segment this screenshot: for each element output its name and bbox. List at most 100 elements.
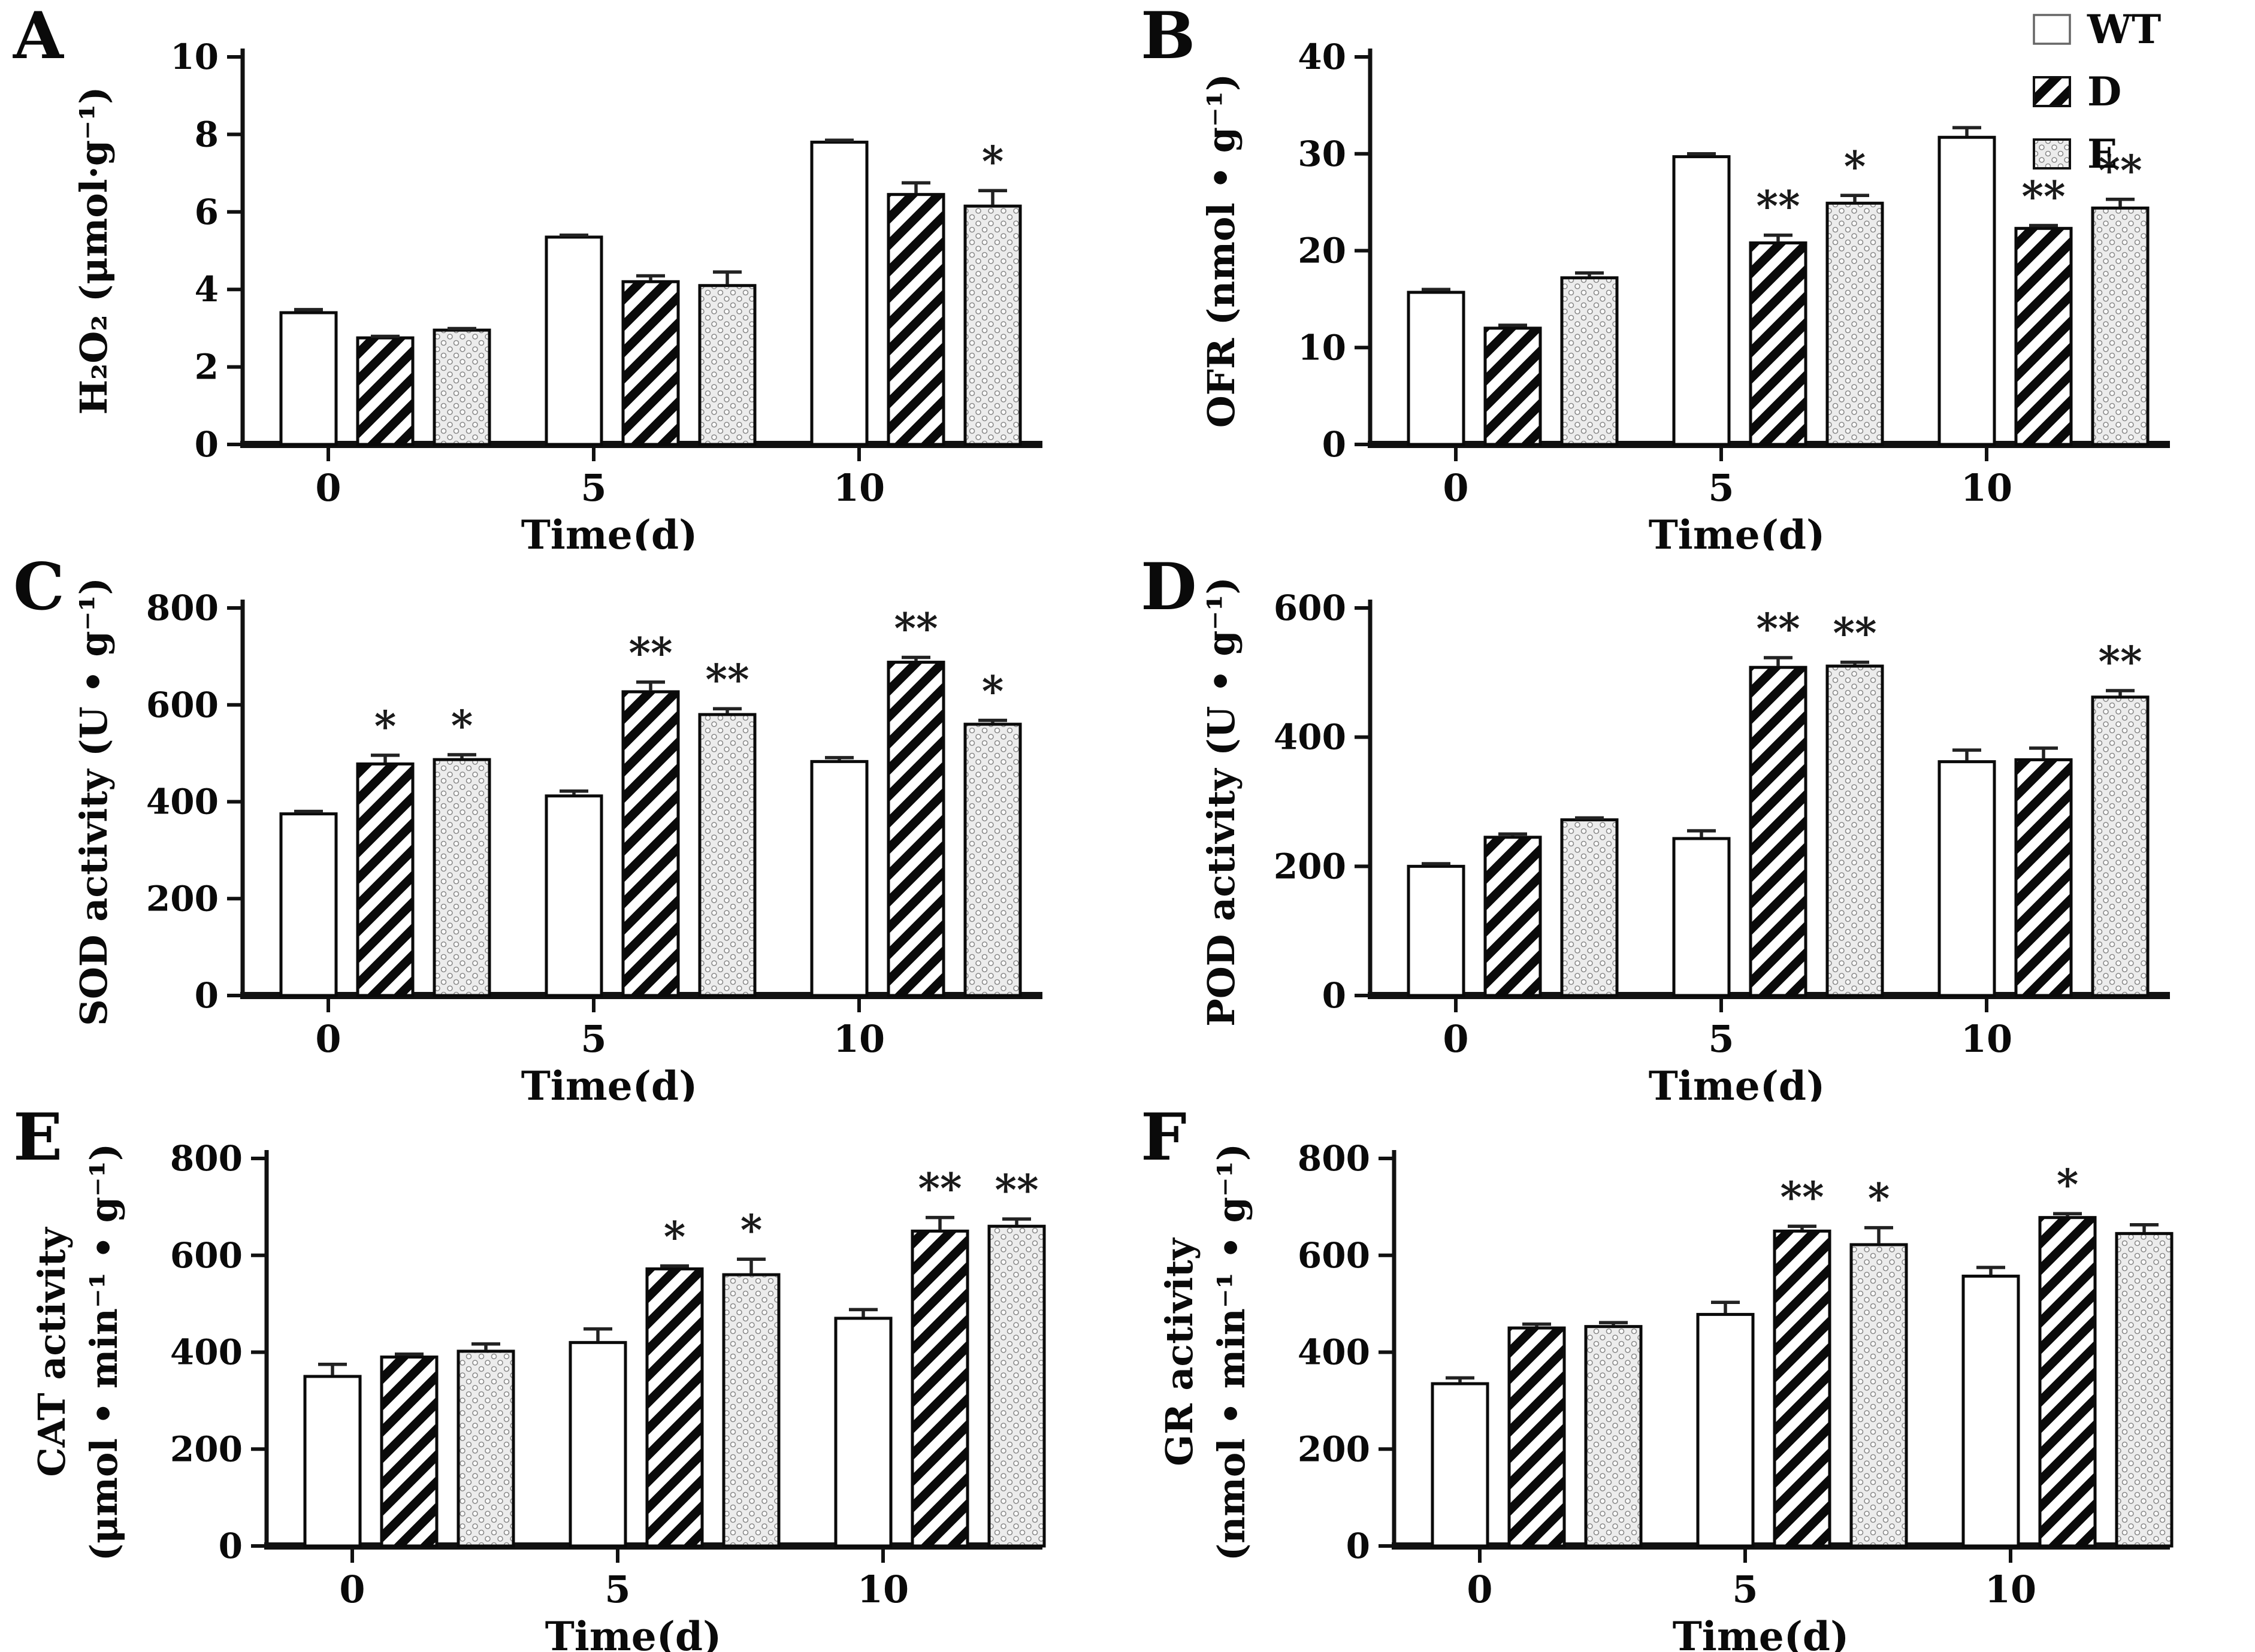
bar-e [698, 713, 757, 997]
y-tick-label: 0 [1346, 1526, 1370, 1566]
panel-b: B 0 10 20 30 40 OFR (nmol • g⁻¹) 0 5 ** * 10 ** ** Ti… [1128, 0, 2255, 550]
significance-marker: * [451, 701, 473, 751]
legend-swatch-wt-icon [2033, 14, 2071, 45]
y-tick-label: 400 [1274, 717, 1346, 758]
y-tick-label: 400 [146, 782, 219, 822]
y-axis-title: H₂O₂ (μmol·g⁻¹) [72, 87, 116, 415]
y-tick-label: 6 [195, 192, 219, 232]
legend-swatch-rect [2033, 14, 2071, 45]
bar-d [1483, 836, 1542, 997]
legend-label-e: E [2087, 131, 2118, 177]
bar-d [645, 1267, 704, 1548]
y-axis-title: POD activity (U • g⁻¹) [1199, 577, 1243, 1027]
panel-f: F 0 200 400 600 800 GR activity (nmol • min⁻¹ … [1128, 1102, 2255, 1652]
y-tick-label: 600 [1298, 1235, 1370, 1276]
bar-wt [279, 812, 338, 997]
legend-swatch-rect [2033, 76, 2071, 107]
significance-marker: * [2057, 1160, 2079, 1209]
significance-marker: * [1844, 141, 1866, 191]
legend-swatch-e-icon [2033, 138, 2071, 170]
bar-d [1773, 1229, 1831, 1548]
bar-wt [279, 311, 338, 446]
x-tick-label: 10 [1985, 1568, 2036, 1611]
legend-swatch-d-icon [2033, 76, 2071, 107]
y-axis-title: SOD activity (U • g⁻¹) [72, 577, 116, 1026]
bar-e [1825, 664, 1884, 997]
y-tick-label: 0 [219, 1526, 243, 1566]
x-tick-label: 5 [581, 1017, 606, 1061]
x-tick-label: 10 [1961, 1017, 2012, 1061]
x-tick-label: 10 [1961, 466, 2012, 510]
bar-d [1749, 241, 1807, 446]
x-tick-label: 5 [604, 1568, 630, 1611]
y-tick-label: 800 [170, 1138, 243, 1179]
bar-d [1507, 1326, 1566, 1548]
y-tick-label: 20 [1298, 231, 1346, 271]
significance-marker: * [664, 1212, 686, 1262]
x-axis-title: Time(d) [1649, 512, 1825, 550]
bar-e [457, 1350, 515, 1548]
panel-letter-a: A [13, 0, 64, 74]
significance-marker: ** [918, 1164, 962, 1214]
y-axis-title: OFR (nmol • g⁻¹) [1199, 74, 1243, 428]
bar-d [621, 690, 680, 997]
bar-e [2115, 1232, 2174, 1548]
x-axis-title: Time(d) [1673, 1613, 1849, 1652]
legend-item-d: D [2032, 72, 2161, 111]
significance-marker: ** [1756, 604, 1800, 653]
bar-d [1749, 665, 1807, 997]
panel-letter-f: F [1141, 1100, 1187, 1175]
y-tick-label: 600 [170, 1235, 243, 1276]
significance-marker: ** [1833, 609, 1876, 658]
bar-wt [1672, 155, 1731, 446]
y-tick-label: 200 [1274, 846, 1346, 886]
bar-e [1584, 1325, 1643, 1548]
x-axis-title: Time(d) [521, 1063, 698, 1102]
significance-marker: * [1868, 1174, 1890, 1224]
bar-d [356, 336, 415, 446]
panel-c: C 0 200 400 600 800 SOD activity (U • g⁻¹) 0 * *… [0, 551, 1128, 1102]
significance-marker: ** [705, 655, 749, 704]
y-tick-label: 200 [170, 1429, 243, 1469]
x-tick-label: 0 [315, 1017, 341, 1061]
y-tick-label: 800 [146, 588, 219, 628]
x-axis-title: Time(d) [545, 1613, 722, 1652]
bar-e [698, 284, 757, 446]
y-tick-label: 600 [1274, 588, 1346, 628]
y-tick-label: 0 [195, 424, 219, 465]
bar-wt [1696, 1312, 1755, 1548]
bar-e [722, 1273, 781, 1548]
bar-wt [303, 1375, 362, 1548]
significance-marker: * [374, 701, 397, 751]
significance-marker: ** [1756, 181, 1800, 231]
significance-marker: ** [1780, 1172, 1824, 1222]
bar-d [2014, 758, 2073, 997]
y-tick-label: 0 [1322, 975, 1346, 1016]
significance-marker: ** [2021, 171, 2065, 221]
y-tick-label: 8 [195, 114, 219, 155]
bar-e [2091, 206, 2150, 446]
y-tick-label: 400 [170, 1332, 243, 1373]
bar-d [356, 762, 415, 997]
bar-e [433, 758, 491, 997]
significance-marker: * [740, 1205, 763, 1255]
y-axis-title: (μmol • min⁻¹ • g⁻¹) [82, 1143, 126, 1562]
x-tick-label: 0 [315, 466, 341, 510]
y-tick-label: 600 [146, 685, 219, 725]
panel-e: E 0 200 400 600 800 CAT activity (μmol • min⁻¹… [0, 1102, 1128, 1652]
bar-e [1560, 276, 1619, 446]
x-tick-label: 0 [1467, 1568, 1492, 1611]
panel-letter-c: C [13, 549, 65, 625]
x-tick-label: 10 [833, 1017, 885, 1061]
bar-wt [569, 1341, 627, 1548]
bar-wt [1407, 864, 1465, 997]
bar-wt [545, 235, 603, 446]
significance-marker: ** [2098, 146, 2142, 195]
significance-marker: * [982, 667, 1004, 716]
legend-label-wt: WT [2087, 6, 2162, 53]
bar-e [987, 1224, 1046, 1548]
panel-a: A 0 2 4 6 8 10 H₂O₂ (μmol·g⁻¹) 0 5 10 * Time(d) [0, 0, 1128, 550]
